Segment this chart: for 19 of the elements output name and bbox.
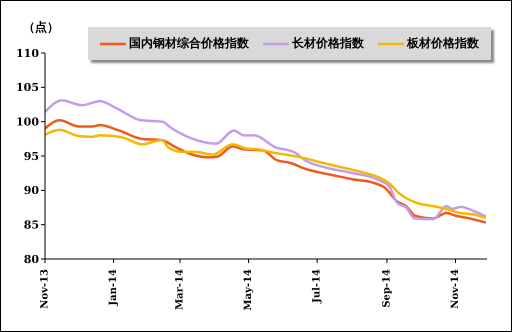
y-tick-label: 100 — [16, 116, 40, 129]
y-tick-label: 105 — [16, 81, 39, 94]
x-tick-label: Nov-14 — [450, 268, 462, 309]
x-tick-label: Jan-14 — [108, 268, 120, 307]
y-tick-label: 110 — [16, 46, 40, 60]
legend-label: 长材价格指数 — [292, 35, 364, 52]
y-tick-label: 80 — [24, 252, 40, 266]
x-tick-label: Nov-13 — [40, 268, 50, 309]
y-tick-label: 90 — [24, 184, 40, 198]
x-tick-label: Sep-14 — [381, 268, 392, 308]
x-tick-label: Jul-14 — [312, 268, 323, 304]
x-tick-label: Mar-14 — [174, 268, 186, 310]
y-axis-title: （点） — [23, 19, 59, 36]
x-tick-label: May-14 — [243, 268, 254, 310]
y-tick-label: 95 — [24, 150, 39, 163]
legend-label: 国内钢材综合价格指数 — [129, 35, 249, 52]
y-tick-label: 85 — [24, 218, 39, 232]
legend-label: 板材价格指数 — [407, 35, 479, 52]
line-series — [45, 99, 487, 220]
